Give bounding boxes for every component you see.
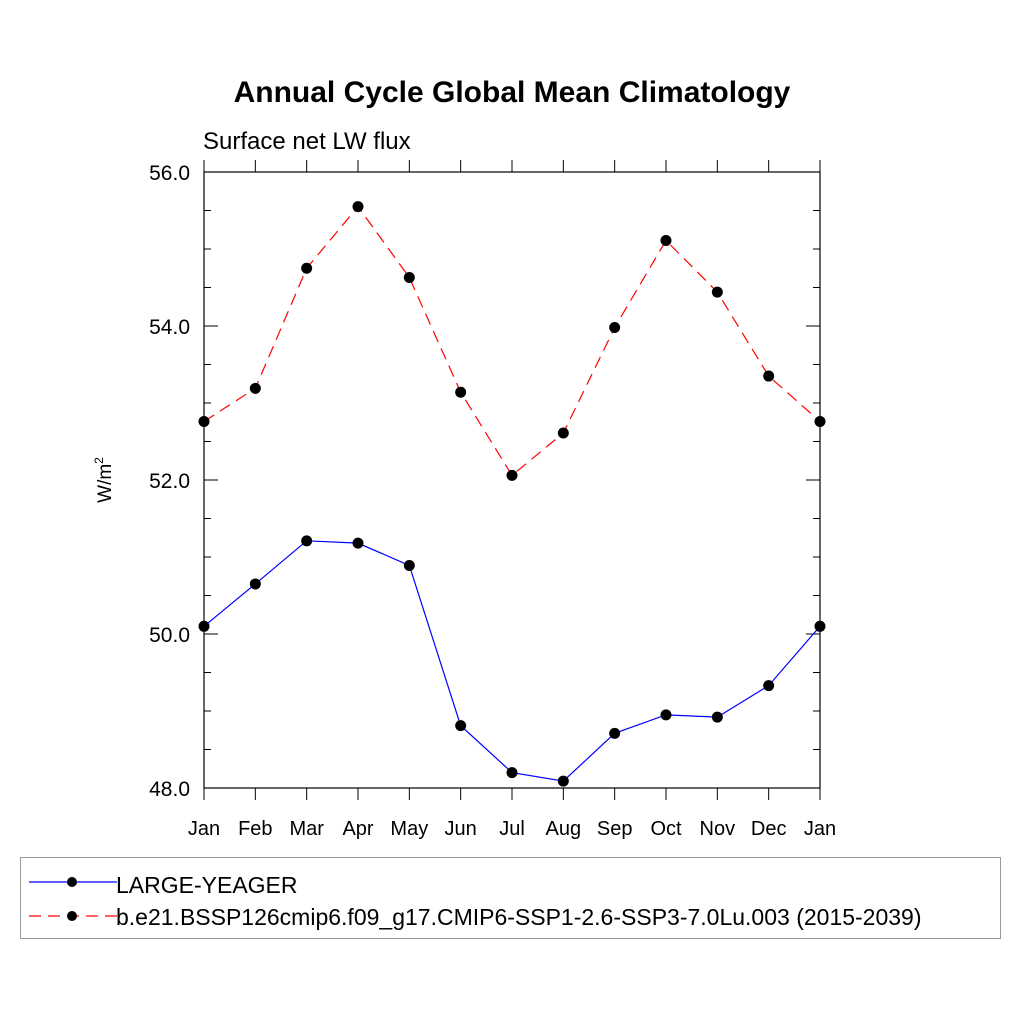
data-point (455, 386, 467, 398)
x-tick-label: Apr (342, 818, 373, 840)
x-tick-label: Oct (650, 818, 682, 840)
data-point (763, 680, 775, 692)
chart-subtitle: Surface net LW flux (203, 128, 411, 155)
legend-label: b.e21.BSSP126cmip6.f09_g17.CMIP6-SSP1-2.… (116, 904, 922, 930)
chart-title: Annual Cycle Global Mean Climatology (233, 76, 791, 109)
data-point (557, 775, 569, 787)
x-tick-label: Feb (238, 818, 272, 840)
data-point (198, 620, 210, 632)
y-tick-label: 54.0 (149, 316, 190, 339)
legend: LARGE-YEAGER b.e21.BSSP126cmip6.f09_g17.… (20, 857, 1001, 939)
axes (203, 160, 821, 800)
y-tick-label: 50.0 (149, 624, 190, 647)
data-point (609, 322, 621, 334)
x-tick-label: Jan (188, 818, 220, 840)
legend-item-large-yeager: LARGE-YEAGER (21, 870, 1000, 900)
data-point (814, 415, 826, 427)
x-tick-label: May (390, 818, 428, 840)
data-point (403, 271, 415, 283)
data-point (763, 370, 775, 382)
x-tick-label: Aug (546, 818, 582, 840)
data-point (403, 559, 415, 571)
data-point (301, 535, 313, 547)
data-point (301, 262, 313, 274)
data-point (455, 720, 467, 732)
x-tick-label: Sep (597, 818, 633, 840)
data-point (198, 415, 210, 427)
y-tick-label: 52.0 (149, 470, 190, 493)
data-point (711, 286, 723, 298)
data-point (506, 767, 518, 779)
x-tick-label: Mar (289, 818, 324, 840)
data-point (711, 711, 723, 723)
x-tick-label: Dec (751, 818, 787, 840)
data-point (609, 727, 621, 739)
data-point (352, 201, 364, 213)
legend-item-ssp-run: b.e21.BSSP126cmip6.f09_g17.CMIP6-SSP1-2.… (21, 902, 1000, 932)
legend-label: LARGE-YEAGER (116, 872, 298, 898)
line-chart: 48.0 50.0 52.0 54.0 56.0 Jan Feb Mar Apr May Jun Ju… (92, 160, 836, 840)
data-point (249, 382, 261, 394)
legend-swatch-dashed (29, 911, 117, 921)
series-line-1 (203, 205, 821, 477)
labels: 48.0 50.0 52.0 54.0 56.0 Jan Feb Mar Apr May Jun Ju… (92, 162, 836, 840)
data-point (557, 427, 569, 439)
y-axis-label: W/m2 (92, 457, 116, 503)
data-point (249, 578, 261, 590)
data-point (506, 469, 518, 481)
legend-swatch-solid (29, 877, 117, 887)
series-layer (198, 201, 826, 787)
series-line-0 (203, 540, 821, 782)
x-tick-label: Nov (700, 818, 736, 840)
y-tick-label: 56.0 (149, 162, 190, 185)
y-tick-label: 48.0 (149, 778, 190, 801)
x-tick-label: Jun (445, 818, 477, 840)
data-point (660, 235, 672, 247)
x-tick-label: Jul (499, 818, 525, 840)
data-point (660, 709, 672, 721)
x-tick-label: Jan (804, 818, 836, 840)
data-point (352, 537, 364, 549)
data-point (814, 620, 826, 632)
